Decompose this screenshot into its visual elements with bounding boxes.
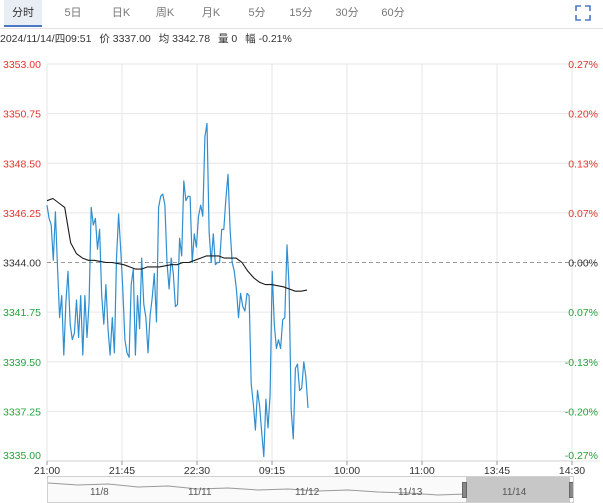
intraday-chart[interactable]: 3353.00 0.27% 3350.75 0.20% 3348.50 0.13% 3346… — [0, 48, 603, 476]
y-tick-label: 3335.00 — [3, 450, 41, 462]
pct-tick-label: 0.20% — [568, 109, 598, 121]
average-line — [46, 197, 308, 292]
pct-tick-label: 0.27% — [568, 59, 598, 71]
x-tick-label: 11:00 — [409, 465, 435, 476]
navigator-date-label: 11/13 — [398, 487, 423, 498]
tab-7[interactable]: 15分 — [289, 7, 313, 19]
navigator-date-label: 11/11 — [188, 487, 212, 498]
navigator-date-label: 11/12 — [295, 487, 320, 498]
y-tick-label: 3337.25 — [3, 406, 41, 418]
tab-2[interactable]: 5日 — [64, 7, 82, 19]
time-range-navigator[interactable]: 11/8 11/11 11/12 11/13 11/14 — [47, 476, 574, 503]
tab-8[interactable]: 30分 — [335, 7, 359, 19]
y-tick-label: 3346.25 — [3, 208, 41, 220]
tab-3[interactable]: 日K — [111, 7, 131, 19]
tab-4[interactable]: 周K — [155, 7, 175, 19]
navigator-date-label: 11/14 — [502, 487, 527, 498]
x-tick-label: 09:15 — [259, 465, 285, 476]
x-tick-label: 14:30 — [559, 465, 585, 476]
x-tick-label: 10:00 — [334, 465, 360, 476]
quote-datetime: 2024/11/14/四09:51 — [0, 33, 92, 45]
pct-tick-label: 0.07% — [568, 307, 598, 319]
tab-9[interactable]: 60分 — [381, 7, 405, 19]
y-tick-label: 3350.75 — [3, 109, 41, 121]
navigator-date-label: 11/8 — [90, 487, 109, 498]
y-tick-label: 3344.00 — [3, 258, 41, 270]
tab-6[interactable]: 5分 — [248, 7, 266, 19]
tab-1[interactable]: 分时 — [4, 0, 42, 27]
navigator-left-handle[interactable] — [462, 482, 467, 498]
pct-tick-label: 0.00% — [568, 258, 598, 270]
price-line — [46, 122, 309, 458]
pct-tick-label: 0.07% — [568, 208, 598, 220]
x-tick-label: 21:45 — [109, 465, 135, 476]
navigator-selected-window[interactable] — [466, 477, 570, 502]
quote-price: 价 3337.00 — [99, 33, 151, 45]
y-tick-label: 3341.75 — [3, 307, 41, 319]
pct-tick-label: -0.13% — [565, 357, 598, 369]
x-tick-label: 21:00 — [34, 465, 60, 476]
quote-volume: 量 0 — [217, 33, 238, 45]
x-tick-label: 22:30 — [184, 465, 210, 476]
y-tick-label: 3353.00 — [3, 59, 41, 71]
pct-tick-label: 0.13% — [568, 158, 598, 170]
pct-tick-label: -0.27% — [565, 450, 598, 462]
tab-5[interactable]: 月K — [201, 7, 221, 19]
expand-corners-icon[interactable] — [575, 5, 591, 21]
quote-info-bar: 2024/11/14/四09:51 价 3337.00 均 3342.78 量 … — [0, 31, 297, 47]
y-tick-label: 3339.50 — [3, 357, 41, 369]
y-tick-label: 3348.50 — [3, 158, 41, 170]
period-tab-bar: 分时 5日 日K 周K 月K 5分 15分 30分 60分 — [0, 0, 603, 29]
navigator-right-handle[interactable] — [569, 482, 573, 498]
navigator-sparkline — [48, 482, 467, 496]
quote-average: 均 3342.78 — [158, 33, 211, 45]
quote-change: 幅 -0.21% — [245, 33, 292, 45]
pct-tick-label: -0.20% — [565, 406, 598, 418]
x-tick-label: 13:45 — [484, 465, 510, 476]
